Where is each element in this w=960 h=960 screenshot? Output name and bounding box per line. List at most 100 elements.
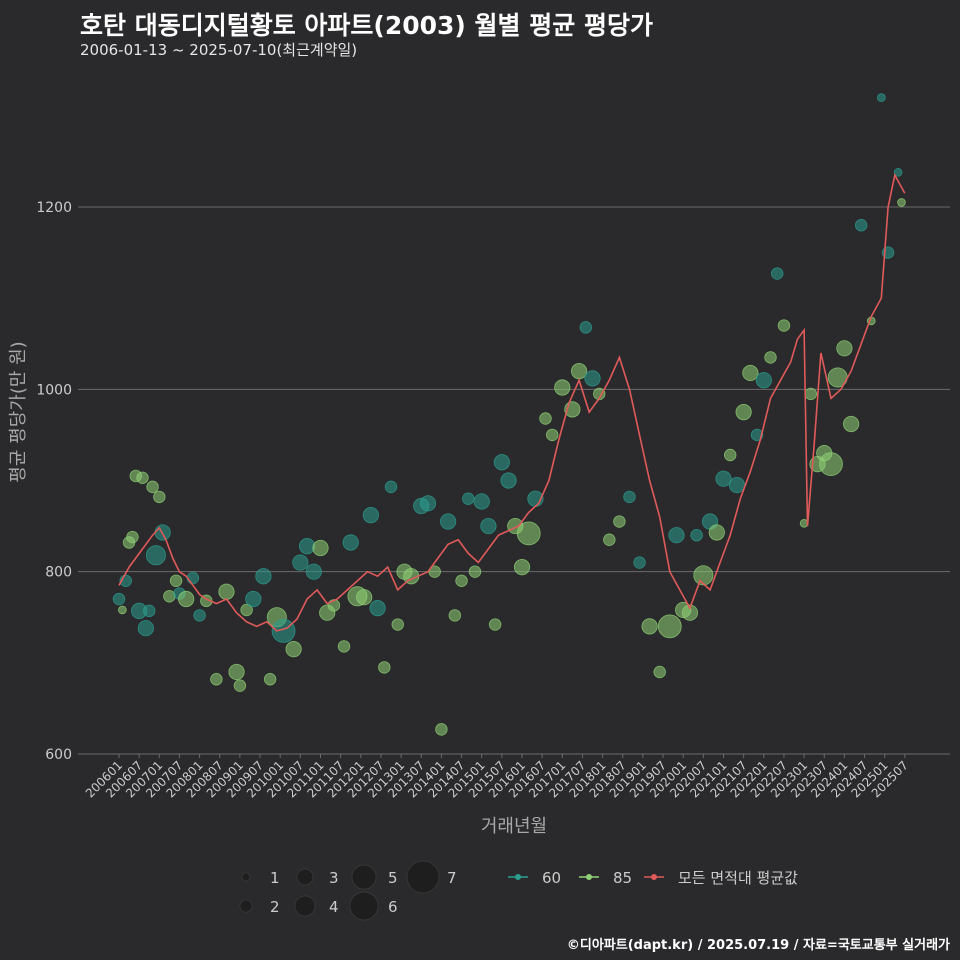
data-point-85 xyxy=(153,490,166,504)
data-point-85 xyxy=(641,618,658,635)
data-point-85 xyxy=(897,198,906,207)
source-footer: ©디아파트(dapt.kr) / 2025.07.19 / 자료=국토교통부 실… xyxy=(566,938,950,953)
data-point-85 xyxy=(819,452,843,476)
size-legend-key xyxy=(351,864,377,890)
data-point-85 xyxy=(804,387,818,401)
series-legend-dot xyxy=(515,874,521,880)
data-point-60 xyxy=(750,428,764,442)
data-point-85 xyxy=(118,605,127,615)
data-point-60 xyxy=(893,168,903,177)
size-legend-key xyxy=(294,895,316,917)
data-point-85 xyxy=(836,340,853,357)
data-point-85 xyxy=(603,533,616,546)
data-point-60 xyxy=(480,517,497,535)
size-legend-label: 3 xyxy=(329,869,339,887)
series-legend-label: 모든 면적대 평균값 xyxy=(678,869,798,887)
data-point-85 xyxy=(708,524,725,541)
size-legend-label: 1 xyxy=(270,869,280,887)
data-point-85 xyxy=(356,589,373,606)
data-point-85 xyxy=(843,415,860,433)
data-point-85 xyxy=(724,448,737,462)
data-point-60 xyxy=(854,219,868,232)
data-point-60 xyxy=(728,476,746,494)
data-point-60 xyxy=(715,470,732,487)
chart-subtitle: 2006-01-13 ~ 2025-07-10(최근계약일) xyxy=(80,41,358,59)
y-axis-label: 평균 평당가(만 원) xyxy=(8,341,29,482)
data-point-85 xyxy=(312,539,329,557)
data-point-60 xyxy=(690,529,703,542)
data-point-85 xyxy=(539,412,552,425)
series-legend-dot xyxy=(586,874,592,880)
data-point-60 xyxy=(292,554,309,571)
data-point-85 xyxy=(448,609,462,622)
data-point-85 xyxy=(391,618,404,631)
data-point-60 xyxy=(633,556,646,569)
data-point-60 xyxy=(145,545,166,566)
data-point-60 xyxy=(245,590,262,608)
data-point-85 xyxy=(516,521,541,546)
data-point-85 xyxy=(777,319,791,332)
data-point-85 xyxy=(218,583,235,600)
size-legend-label: 4 xyxy=(329,898,339,916)
data-point-85 xyxy=(653,665,666,679)
data-point-60 xyxy=(584,370,601,387)
data-point-85 xyxy=(337,640,351,653)
y-tick-label: 1200 xyxy=(36,200,72,216)
data-point-85 xyxy=(178,590,195,608)
grid-lines xyxy=(78,206,950,755)
series-legend-label: 85 xyxy=(613,869,632,887)
size-legend-label: 6 xyxy=(388,898,398,916)
size-legend-label: 5 xyxy=(388,869,398,887)
data-point-85 xyxy=(285,641,302,658)
data-point-60 xyxy=(342,534,359,551)
data-point-60 xyxy=(668,527,685,544)
data-point-85 xyxy=(210,673,223,686)
legend: 1 2 3 4 5 6 7 60 85 모든 면적대 평균값 xyxy=(239,860,798,921)
data-point-60 xyxy=(112,592,126,606)
data-point-60 xyxy=(419,495,437,512)
data-point-60 xyxy=(440,513,457,530)
data-point-60 xyxy=(298,538,316,555)
data-point-85 xyxy=(657,614,682,639)
data-point-60 xyxy=(193,609,206,622)
data-point-85 xyxy=(546,428,559,442)
data-point-85 xyxy=(570,362,588,380)
size-legend-key xyxy=(241,872,251,882)
data-point-85 xyxy=(681,604,699,621)
series-legend-label: 60 xyxy=(542,869,561,887)
data-point-85 xyxy=(468,565,482,578)
data-point-60 xyxy=(771,267,784,280)
data-point-85 xyxy=(126,530,139,544)
data-point-85 xyxy=(742,364,759,382)
data-point-85 xyxy=(233,679,247,692)
data-point-60 xyxy=(877,93,886,102)
data-point-85 xyxy=(613,515,626,528)
data-point-85 xyxy=(455,574,468,587)
data-point-85 xyxy=(693,565,714,586)
data-point-60 xyxy=(362,507,379,524)
data-point-60 xyxy=(623,490,636,504)
data-point-60 xyxy=(462,492,475,505)
size-legend-label: 7 xyxy=(447,869,457,887)
data-point-60 xyxy=(384,480,398,494)
data-point-85 xyxy=(513,559,531,576)
data-point-60 xyxy=(186,571,200,585)
data-point-60 xyxy=(579,321,593,334)
data-point-60 xyxy=(137,620,154,637)
size-legend-key xyxy=(349,891,379,921)
data-point-85 xyxy=(764,351,777,364)
size-legend-key xyxy=(239,899,253,913)
x-axis-label: 거래년월 xyxy=(481,816,547,837)
data-point-85 xyxy=(146,480,159,494)
data-point-60 xyxy=(305,563,322,580)
chart-title: 호탄 대동디지털황토 아파트(2003) 월별 평균 평당가 xyxy=(80,11,653,40)
data-point-85 xyxy=(136,471,149,484)
y-tick-label: 1000 xyxy=(36,382,72,398)
data-point-85 xyxy=(378,661,391,674)
y-tick-label: 800 xyxy=(45,565,72,581)
data-point-85 xyxy=(554,379,571,396)
average-line xyxy=(118,172,906,632)
scatter-points xyxy=(112,93,906,736)
size-legend-key xyxy=(406,860,440,894)
